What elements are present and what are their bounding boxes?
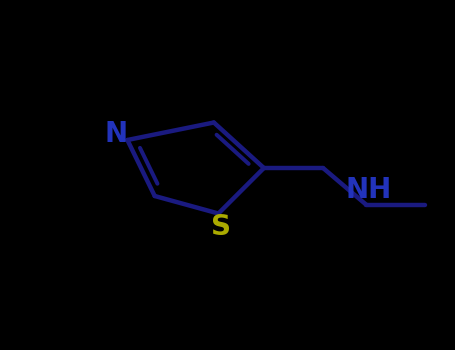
Text: N: N [105,120,127,148]
Text: NH: NH [345,176,392,204]
Text: S: S [211,213,231,241]
